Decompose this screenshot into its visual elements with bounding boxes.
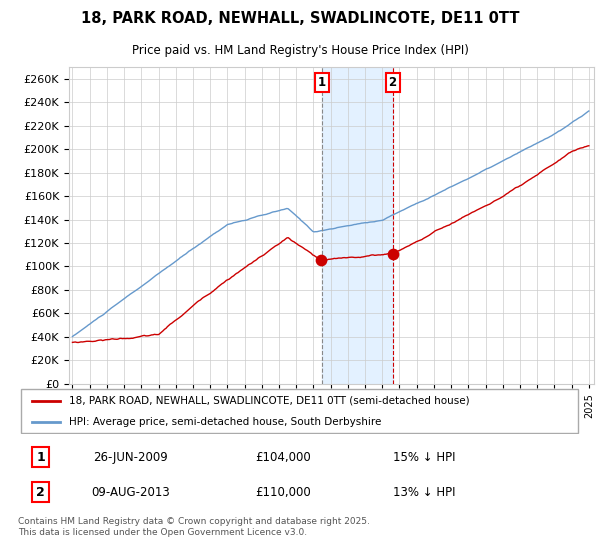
Text: 1: 1: [36, 451, 45, 464]
Bar: [322, 67, 392, 384]
Text: 13% ↓ HPI: 13% ↓ HPI: [393, 486, 455, 498]
FancyBboxPatch shape: [21, 389, 578, 433]
Text: 26-JUN-2009: 26-JUN-2009: [94, 451, 168, 464]
Text: 2: 2: [36, 486, 45, 498]
Point: [316, 256, 326, 265]
Text: 18, PARK ROAD, NEWHALL, SWADLINCOTE, DE11 0TT (semi-detached house): 18, PARK ROAD, NEWHALL, SWADLINCOTE, DE1…: [69, 396, 469, 406]
Text: 1: 1: [318, 76, 326, 89]
Text: 18, PARK ROAD, NEWHALL, SWADLINCOTE, DE11 0TT: 18, PARK ROAD, NEWHALL, SWADLINCOTE, DE1…: [81, 11, 519, 26]
Text: 15% ↓ HPI: 15% ↓ HPI: [393, 451, 455, 464]
Text: Price paid vs. HM Land Registry's House Price Index (HPI): Price paid vs. HM Land Registry's House …: [131, 44, 469, 57]
Text: £104,000: £104,000: [255, 451, 311, 464]
Text: HPI: Average price, semi-detached house, South Derbyshire: HPI: Average price, semi-detached house,…: [69, 417, 381, 427]
Text: 09-AUG-2013: 09-AUG-2013: [91, 486, 170, 498]
Text: 2: 2: [389, 76, 397, 89]
Text: Contains HM Land Registry data © Crown copyright and database right 2025.
This d: Contains HM Land Registry data © Crown c…: [18, 517, 370, 536]
Text: £110,000: £110,000: [255, 486, 311, 498]
Point: [388, 249, 398, 258]
